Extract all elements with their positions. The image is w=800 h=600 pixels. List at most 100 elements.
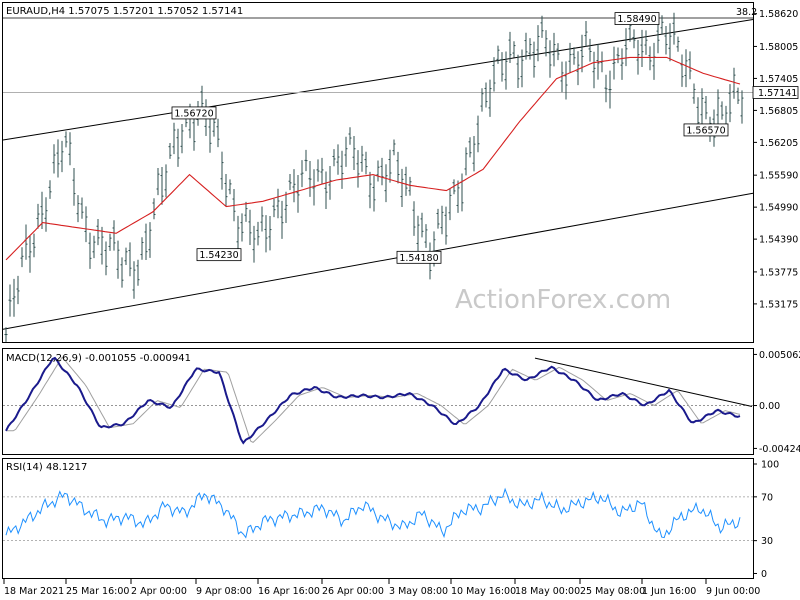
price-bar	[32, 233, 36, 258]
annotation-label: 1.56720	[174, 108, 213, 119]
price-bar	[536, 25, 540, 62]
price-bar	[512, 41, 516, 58]
price-bar	[292, 169, 296, 203]
price-bar	[192, 113, 196, 151]
price-bar	[556, 43, 560, 61]
price-tick-label: 1.58005	[759, 42, 798, 53]
price-bar	[448, 188, 452, 221]
price-bar	[156, 167, 160, 196]
price-bar	[100, 226, 104, 265]
price-bar	[224, 174, 228, 207]
price-bar	[552, 32, 556, 67]
price-bar	[64, 131, 68, 148]
x-tick-label: 2 Apr 00:00	[131, 586, 187, 597]
price-bar	[212, 116, 216, 137]
annotation-box	[396, 250, 442, 264]
price-bar	[692, 83, 696, 104]
x-tick-label: 9 Apr 08:00	[196, 586, 252, 597]
price-bar	[388, 149, 392, 183]
price-bar	[412, 201, 416, 236]
price-bar	[528, 38, 532, 60]
price-bar	[264, 215, 268, 253]
price-bar	[436, 208, 440, 229]
price-tick-label: 1.57405	[759, 74, 798, 85]
price-bar	[544, 30, 548, 57]
price-bar	[4, 327, 8, 342]
price-bar	[36, 203, 40, 229]
price-bar	[216, 118, 220, 148]
price-bar	[516, 54, 520, 88]
price-bar	[164, 164, 168, 198]
price-bar	[620, 48, 624, 80]
price-bar	[676, 36, 680, 52]
current-price-label: 1.57141	[758, 88, 797, 99]
price-bar	[416, 215, 420, 253]
price-bar	[400, 168, 404, 207]
price-bar	[728, 84, 732, 123]
annotation-label: 1.54230	[199, 250, 238, 261]
price-bar	[316, 159, 320, 182]
price-bar	[84, 206, 88, 243]
annotation-label: 1.58490	[617, 14, 656, 25]
price-bar	[332, 149, 336, 167]
price-bar	[644, 30, 648, 55]
x-tick-label: 1 Jun 16:00	[642, 586, 696, 597]
rsi-tick-label: 0	[761, 569, 767, 580]
price-bar	[664, 26, 668, 55]
price-bar	[356, 150, 360, 188]
price-bar	[540, 15, 544, 38]
price-bar	[124, 247, 128, 265]
price-bar	[500, 52, 504, 82]
price-bar	[732, 67, 736, 99]
price-bar	[168, 143, 172, 159]
x-tick-label: 25 May 08:00	[580, 586, 645, 597]
price-annotation: 1.54230	[196, 248, 242, 261]
macd-layer	[3, 356, 753, 445]
price-bar	[244, 201, 248, 222]
price-bar	[208, 117, 212, 153]
price-bar	[440, 205, 444, 235]
price-bar	[240, 213, 244, 242]
price-bar	[736, 87, 740, 104]
price-bar	[284, 191, 288, 223]
price-bar	[360, 145, 364, 172]
price-bar	[280, 200, 284, 239]
rsi-line	[5, 487, 741, 539]
price-bar	[492, 57, 496, 92]
price-bar	[604, 74, 608, 103]
price-bar	[684, 49, 688, 88]
price-bar	[44, 197, 48, 232]
price-bar	[276, 188, 280, 219]
price-bar	[220, 151, 224, 190]
price-bar	[580, 34, 584, 73]
price-bar	[572, 47, 576, 65]
price-bar	[72, 168, 76, 206]
price-bar	[524, 32, 528, 60]
rsi-header: RSI(14) 48.1217	[6, 462, 87, 473]
price-bar	[8, 284, 12, 317]
price-bar	[200, 85, 204, 110]
fib-label: 38.2	[736, 7, 757, 18]
axis-layer: 1.58620 1.58005 1.57405 1.56805 1.56205 1.555…	[3, 9, 800, 597]
price-bar	[76, 195, 80, 223]
price-bar	[324, 171, 328, 210]
price-bar	[60, 140, 64, 173]
price-tick-label: 1.53175	[759, 299, 798, 310]
price-bar	[648, 46, 652, 71]
price-bar	[228, 179, 232, 195]
price-bar	[80, 197, 84, 219]
macd-line	[5, 356, 741, 445]
rsi-layer	[3, 487, 753, 542]
price-tick-label: 1.55590	[759, 171, 798, 182]
price-bar	[424, 224, 428, 248]
price-bar	[144, 223, 148, 261]
price-tick-label: 1.53775	[759, 267, 798, 278]
price-bar	[320, 157, 324, 185]
price-bar	[568, 42, 572, 73]
price-bar	[624, 28, 628, 67]
price-bar	[56, 139, 60, 178]
price-bar	[660, 15, 664, 35]
channel-lower-line	[2, 192, 754, 330]
price-bar	[476, 115, 480, 153]
